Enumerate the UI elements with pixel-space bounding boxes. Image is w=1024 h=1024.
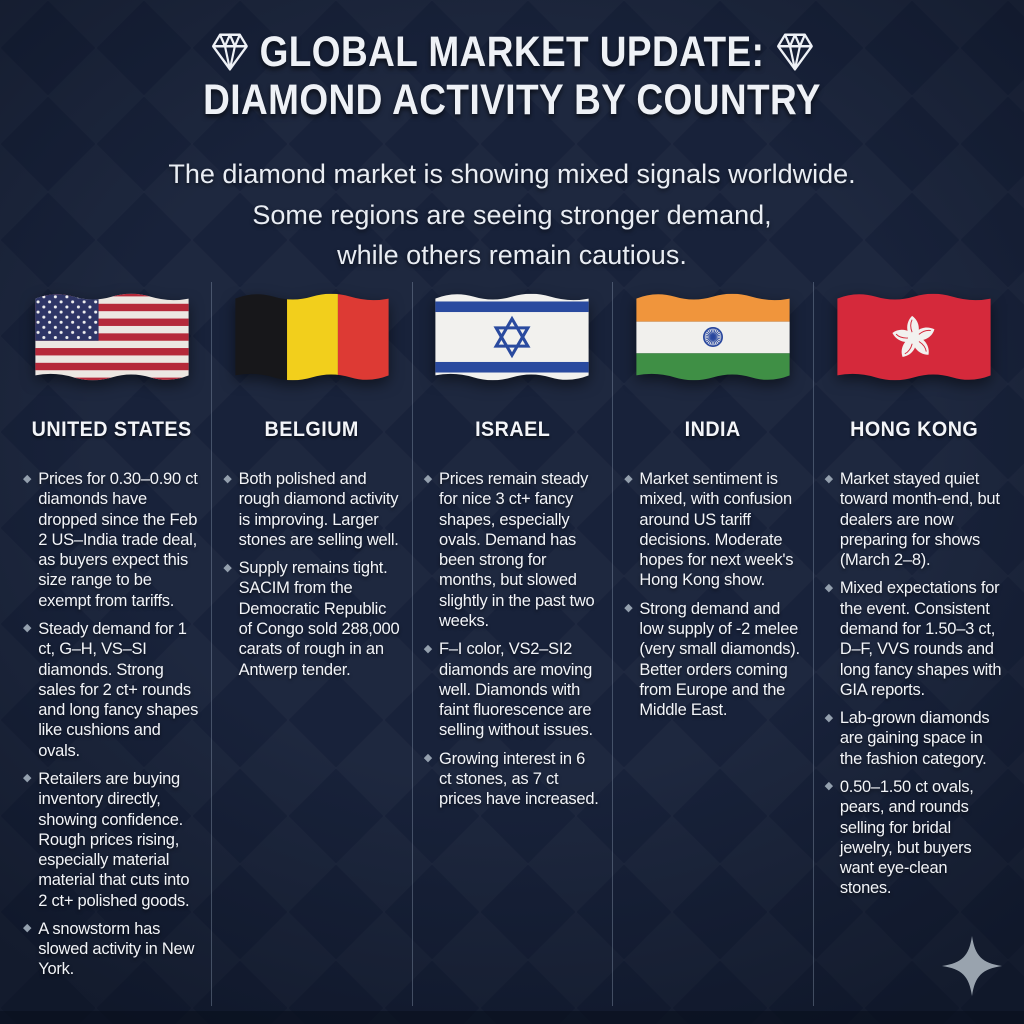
title-line-2: DIAMOND ACTIVITY BY COUNTRY bbox=[203, 76, 821, 125]
bullet-item: ◆ Growing interest in 6 ct stones, as 7 c… bbox=[424, 749, 601, 810]
diamond-bullet-icon: ◆ bbox=[824, 780, 833, 793]
bullet-text: Supply remains tight. SACIM from the Dem… bbox=[238, 559, 400, 679]
subtitle-line-2: Some regions are seeing stronger demand, bbox=[252, 199, 772, 230]
country-name: BELGIUM bbox=[264, 418, 360, 441]
flag-container bbox=[424, 286, 601, 388]
country-name: INDIA bbox=[684, 418, 741, 441]
bullet-text: 0.50–1.50 ct ovals, pears, and rounds se… bbox=[839, 777, 974, 898]
bullet-item: ◆ F–I color, VS2–SI2 diamonds are moving … bbox=[424, 639, 601, 740]
bullet-text: Prices remain steady for nice 3 ct+ fanc… bbox=[439, 470, 595, 630]
title-text-1: GLOBAL MARKET UPDATE: bbox=[259, 28, 765, 76]
country-columns: UNITED STATES ◆ Prices for 0.30–0.90 ct d… bbox=[12, 282, 1014, 1006]
diamond-bullet-icon: ◆ bbox=[624, 472, 633, 485]
bottom-border bbox=[0, 1011, 1024, 1024]
column-india: INDIA ◆ Market sentiment is mixed, with c… bbox=[613, 282, 814, 1006]
diamond-bullet-icon: ◆ bbox=[23, 622, 32, 635]
israel-flag-icon bbox=[435, 293, 590, 381]
column-belgium: BELGIUM ◆ Both polished and rough diamond… bbox=[212, 282, 413, 1006]
diamond-bullet-icon: ◆ bbox=[624, 602, 633, 615]
country-name: UNITED STATES bbox=[31, 418, 192, 441]
bullet-item: ◆ Prices remain steady for nice 3 ct+ fan… bbox=[424, 469, 601, 631]
subtitle: The diamond market is showing mixed sign… bbox=[0, 154, 1024, 276]
title-line-1: GLOBAL MARKET UPDATE: bbox=[72, 28, 953, 76]
diamond-bullet-icon: ◆ bbox=[23, 772, 32, 785]
flag-container bbox=[624, 286, 801, 388]
bullet-text: Prices for 0.30–0.90 ct diamonds have dr… bbox=[38, 470, 198, 610]
country-name: HONG KONG bbox=[849, 418, 978, 441]
diamond-gem-icon bbox=[776, 33, 813, 71]
bullet-text: A snowstorm has slowed activity in New Y… bbox=[38, 919, 195, 979]
header: GLOBAL MARKET UPDATE: DIAMOND ACTIVITY B… bbox=[0, 0, 1024, 276]
flag-container bbox=[23, 286, 200, 388]
bullet-text: Both polished and rough diamond activity… bbox=[238, 470, 399, 549]
page-title: GLOBAL MARKET UPDATE: DIAMOND ACTIVITY B… bbox=[0, 28, 1024, 124]
diamond-bullet-icon: ◆ bbox=[824, 581, 833, 594]
column-israel: ISRAEL ◆ Prices remain steady for nice 3 … bbox=[413, 282, 614, 1006]
bullet-item: ◆ 0.50–1.50 ct ovals, pears, and rounds s… bbox=[825, 777, 1003, 899]
india-flag-icon bbox=[636, 293, 790, 381]
country-name: ISRAEL bbox=[474, 418, 551, 441]
flag-container bbox=[825, 286, 1003, 388]
bullet-text: Retailers are buying inventory directly,… bbox=[38, 769, 190, 910]
bullet-text: Mixed expectations for the event. Consis… bbox=[839, 579, 1002, 699]
us-flag-icon bbox=[34, 293, 189, 381]
diamond-bullet-icon: ◆ bbox=[223, 472, 232, 485]
bullet-item: ◆ Market sentiment is mixed, with confusi… bbox=[624, 469, 801, 591]
bullet-text: Market sentiment is mixed, with confusio… bbox=[639, 470, 794, 590]
bullet-list: ◆ Market stayed quiet toward month-end, b… bbox=[825, 469, 1003, 899]
bullet-text: Market stayed quiet toward month-end, bu… bbox=[839, 470, 1000, 570]
hong-kong-flag-icon bbox=[836, 293, 991, 381]
bullet-text: F–I color, VS2–SI2 diamonds are moving w… bbox=[439, 640, 593, 740]
diamond-bullet-icon: ◆ bbox=[23, 472, 32, 485]
diamond-bullet-icon: ◆ bbox=[423, 642, 433, 655]
bullet-text: Lab-grown diamonds are gaining space in … bbox=[839, 709, 990, 768]
bullet-item: ◆ A snowstorm has slowed activity in New … bbox=[23, 919, 200, 980]
bullet-text: Steady demand for 1 ct, G–H, VS–SI diamo… bbox=[38, 619, 199, 760]
sparkle-icon bbox=[942, 936, 1002, 996]
bullet-text: Growing interest in 6 ct stones, as 7 ct… bbox=[439, 749, 599, 809]
bullet-list: ◆ Both polished and rough diamond activit… bbox=[223, 469, 400, 680]
bullet-list: ◆ Prices for 0.30–0.90 ct diamonds have d… bbox=[23, 469, 200, 980]
diamond-bullet-icon: ◆ bbox=[824, 711, 833, 724]
bullet-item: ◆ Lab-grown diamonds are gaining space in… bbox=[825, 708, 1003, 769]
subtitle-line-3: while others remain cautious. bbox=[337, 240, 687, 271]
diamond-gem-icon bbox=[211, 33, 248, 71]
bullet-item: ◆ Mixed expectations for the event. Consi… bbox=[825, 578, 1003, 700]
bullet-item: ◆ Supply remains tight. SACIM from the De… bbox=[223, 558, 400, 680]
bullet-list: ◆ Market sentiment is mixed, with confusi… bbox=[624, 469, 801, 720]
bullet-item: ◆ Retailers are buying inventory directly… bbox=[23, 769, 200, 911]
belgium-flag-icon bbox=[235, 293, 389, 381]
diamond-bullet-icon: ◆ bbox=[223, 561, 232, 574]
bullet-item: ◆ Both polished and rough diamond activit… bbox=[223, 469, 400, 550]
diamond-bullet-icon: ◆ bbox=[423, 752, 433, 765]
diamond-bullet-icon: ◆ bbox=[423, 472, 433, 485]
bullet-list: ◆ Prices remain steady for nice 3 ct+ fan… bbox=[424, 469, 601, 810]
column-united-states: UNITED STATES ◆ Prices for 0.30–0.90 ct d… bbox=[12, 282, 213, 1006]
bullet-item: ◆ Strong demand and low supply of -2 mele… bbox=[624, 599, 801, 721]
column-hong-kong: HONG KONG ◆ Market stayed quiet toward mo… bbox=[814, 282, 1014, 1006]
diamond-bullet-icon: ◆ bbox=[23, 922, 32, 935]
subtitle-line-1: The diamond market is showing mixed sign… bbox=[168, 159, 856, 190]
bullet-item: ◆ Prices for 0.30–0.90 ct diamonds have d… bbox=[23, 469, 200, 611]
bullet-item: ◆ Steady demand for 1 ct, G–H, VS–SI diam… bbox=[23, 619, 200, 761]
flag-container bbox=[223, 286, 400, 388]
diamond-bullet-icon: ◆ bbox=[824, 472, 833, 485]
bullet-text: Strong demand and low supply of -2 melee… bbox=[639, 599, 800, 720]
bullet-item: ◆ Market stayed quiet toward month-end, b… bbox=[825, 469, 1003, 570]
